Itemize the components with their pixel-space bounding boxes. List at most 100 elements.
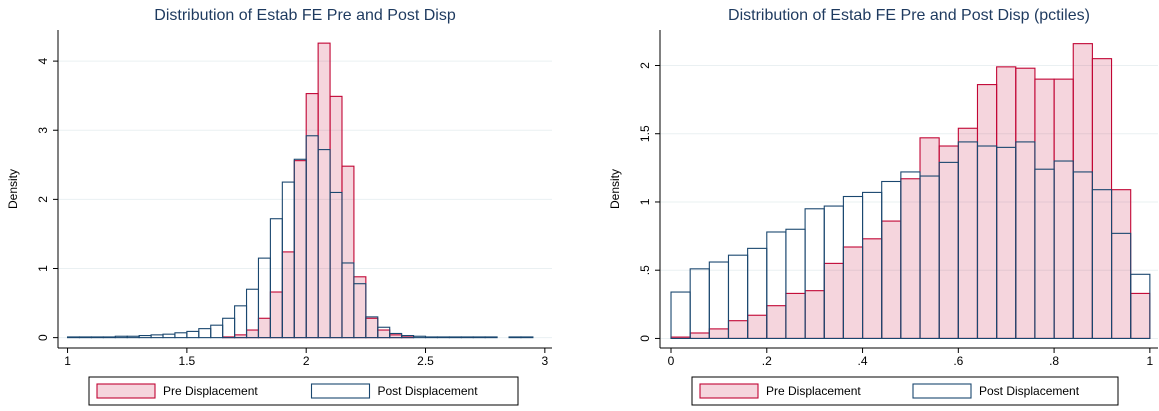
histogram-bar bbox=[377, 326, 391, 339]
y-tick-label: 1 bbox=[36, 265, 50, 272]
histogram-bar bbox=[957, 127, 979, 339]
histogram-bar bbox=[222, 317, 236, 339]
chart-title: Distribution of Estab FE Pre and Post Di… bbox=[154, 7, 456, 24]
y-tick-label: 3 bbox=[36, 127, 50, 134]
x-tick-label: .2 bbox=[762, 354, 772, 368]
histogram-bar bbox=[670, 291, 691, 339]
histogram-bar bbox=[186, 330, 200, 339]
histogram-bar bbox=[862, 238, 883, 339]
histogram-bar bbox=[281, 251, 295, 339]
histogram-bar bbox=[1111, 189, 1132, 339]
y-tick-label: 1.5 bbox=[638, 125, 652, 142]
y-tick-label: 1 bbox=[638, 198, 652, 205]
histogram-bar bbox=[353, 283, 367, 339]
histogram-bar bbox=[341, 165, 355, 339]
x-tick-label: 1.5 bbox=[179, 354, 196, 368]
histogram-bar bbox=[460, 336, 474, 339]
histogram-bar bbox=[293, 160, 307, 339]
histogram-bar bbox=[1034, 78, 1055, 339]
y-tick-label: 2 bbox=[36, 196, 50, 203]
histogram-bar bbox=[114, 335, 128, 339]
histogram-bar bbox=[174, 332, 188, 339]
histogram-bar bbox=[842, 246, 864, 339]
histogram-bar bbox=[90, 336, 104, 339]
histogram-bar bbox=[708, 328, 730, 339]
histogram-bar bbox=[365, 317, 379, 339]
y-axis-title: Density bbox=[6, 169, 20, 209]
x-tick-label: .8 bbox=[1049, 354, 1059, 368]
legend-label: Post Displacement bbox=[979, 384, 1080, 398]
histogram-bar bbox=[424, 336, 438, 339]
histogram-bar bbox=[472, 336, 486, 339]
histogram-bar bbox=[881, 220, 902, 339]
x-tick-label: 2.5 bbox=[417, 354, 434, 368]
legend-box bbox=[691, 376, 1119, 406]
legend-label: Post Displacement bbox=[378, 384, 479, 398]
legend-swatch bbox=[96, 383, 156, 399]
histogram-bar bbox=[1091, 58, 1113, 339]
histogram-bar bbox=[976, 84, 998, 339]
histogram-bar bbox=[919, 137, 940, 339]
legend-label: Pre Displacement bbox=[163, 384, 258, 398]
x-tick-label: 1 bbox=[64, 354, 71, 368]
histogram-bar bbox=[329, 95, 343, 339]
histogram-bar bbox=[377, 329, 391, 339]
y-tick-label: .5 bbox=[638, 265, 652, 275]
legend-box bbox=[88, 376, 519, 406]
histogram-bar bbox=[689, 332, 710, 339]
histogram-bar bbox=[150, 334, 164, 339]
x-tick-label: 2 bbox=[303, 354, 310, 368]
histogram-bar bbox=[804, 290, 825, 339]
histogram-bar bbox=[1130, 292, 1151, 339]
histogram-bar bbox=[353, 276, 367, 339]
histogram-bar bbox=[727, 320, 749, 339]
histogram-bar bbox=[708, 261, 730, 339]
histogram-bar bbox=[413, 335, 427, 339]
histogram-bar bbox=[508, 336, 522, 339]
x-tick-label: .4 bbox=[858, 354, 868, 368]
y-tick-label: 4 bbox=[36, 57, 50, 64]
x-tick-label: 1 bbox=[1147, 354, 1154, 368]
histogram-bar bbox=[102, 336, 116, 339]
histogram-bar bbox=[996, 66, 1017, 339]
histogram-bar bbox=[1015, 67, 1036, 339]
histogram-bar bbox=[689, 268, 710, 339]
histogram-bar bbox=[1072, 43, 1093, 339]
histogram-bar bbox=[66, 336, 81, 339]
histogram-bar bbox=[245, 329, 260, 339]
histogram-bar bbox=[234, 305, 248, 339]
histogram-bar bbox=[162, 333, 176, 339]
x-tick-label: 3 bbox=[541, 354, 548, 368]
histogram-bar bbox=[484, 336, 498, 339]
y-tick-label: 2 bbox=[638, 62, 652, 69]
histogram-bar bbox=[305, 93, 319, 339]
histogram-bar bbox=[210, 324, 224, 339]
histogram-bar bbox=[317, 42, 331, 339]
legend-swatch bbox=[699, 383, 759, 399]
histogram-bar bbox=[938, 145, 959, 339]
histogram-bar bbox=[269, 291, 283, 339]
histogram-bar bbox=[785, 292, 806, 339]
legend-swatch bbox=[310, 383, 371, 399]
x-tick-label: .6 bbox=[953, 354, 963, 368]
histogram-bar bbox=[436, 336, 450, 339]
histogram-bar bbox=[747, 314, 768, 339]
histogram-bar bbox=[823, 262, 844, 339]
histogram-bar bbox=[138, 335, 152, 339]
y-tick-label: 0 bbox=[36, 334, 50, 341]
histogram-bar bbox=[257, 317, 271, 339]
histogram-bar bbox=[766, 305, 787, 339]
legend-swatch bbox=[912, 383, 972, 399]
histogram-bar bbox=[448, 336, 462, 339]
chart-title: Distribution of Estab FE Pre and Post Di… bbox=[728, 7, 1090, 24]
y-axis-title: Density bbox=[608, 169, 622, 209]
histogram-bar bbox=[78, 336, 92, 339]
histogram-bar bbox=[900, 178, 921, 339]
histogram-bar bbox=[1130, 273, 1151, 339]
histogram-bar bbox=[1053, 78, 1074, 339]
histogram-bar bbox=[126, 335, 140, 339]
histogram-bar bbox=[520, 336, 534, 339]
y-tick-label: 0 bbox=[638, 335, 652, 342]
legend-label: Pre Displacement bbox=[766, 384, 861, 398]
